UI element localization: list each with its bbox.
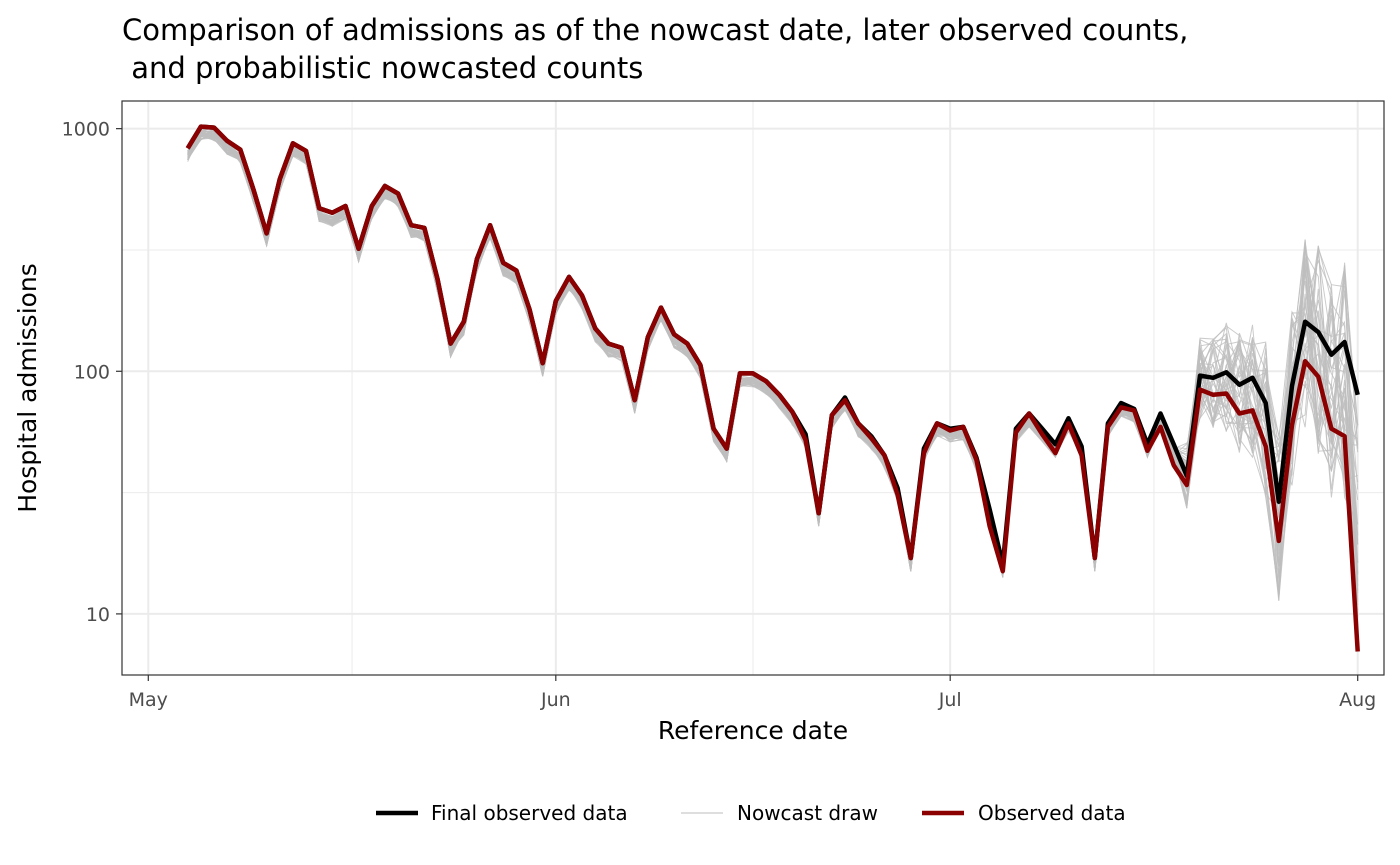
plot-panel-border	[121, 100, 1385, 676]
chart-title-line-2: and probabilistic nowcasted counts	[122, 51, 643, 85]
y-tick-label: 100	[74, 361, 110, 383]
x-axis: May Jun Jul Aug	[129, 675, 1376, 711]
x-axis-title: Reference date	[658, 716, 848, 745]
y-axis-title: Hospital admissions	[13, 263, 42, 513]
nowcast-draw-line	[187, 129, 1359, 634]
legend: Final observed data Nowcast draw Observe…	[376, 801, 1126, 825]
minor-gridlines	[122, 101, 1384, 675]
legend-label-nowcast: Nowcast draw	[737, 801, 878, 825]
series-lines	[185, 124, 1360, 652]
y-tick-label: 1000	[62, 119, 110, 141]
legend-label-final: Final observed data	[431, 801, 628, 825]
legend-label-observed: Observed data	[978, 801, 1126, 825]
chart-title: Comparison of admissions as of the nowca…	[122, 13, 1188, 85]
x-tick-label: Aug	[1339, 689, 1376, 711]
x-tick-label: Jun	[540, 689, 571, 711]
y-tick-label: 10	[86, 604, 110, 626]
y-axis: 10 100 1000	[62, 119, 122, 626]
x-tick-label: May	[129, 689, 168, 711]
x-tick-label: Jul	[938, 689, 962, 711]
chart-title-line-1: Comparison of admissions as of the nowca…	[122, 13, 1188, 47]
observed-data-line	[185, 124, 1360, 652]
